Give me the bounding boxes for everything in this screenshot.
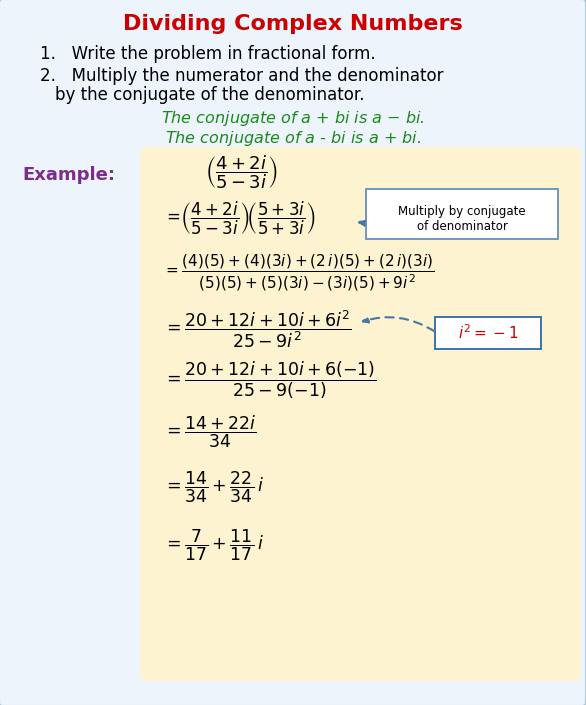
FancyBboxPatch shape bbox=[140, 147, 581, 681]
Text: $=\dfrac{20+12i+10i+6(-1)}{25-9(-1)}$: $=\dfrac{20+12i+10i+6(-1)}{25-9(-1)}$ bbox=[163, 360, 377, 400]
Text: by the conjugate of the denominator.: by the conjugate of the denominator. bbox=[55, 86, 364, 104]
Text: $=\dfrac{(4)(5)+(4)(3i)+(2\,i)(5)+(2\,i)(3i)}{(5)(5)+(5)(3i)-(3i)(5)+9i^{2}}$: $=\dfrac{(4)(5)+(4)(3i)+(2\,i)(5)+(2\,i)… bbox=[163, 253, 435, 293]
Text: Dividing Complex Numbers: Dividing Complex Numbers bbox=[123, 14, 463, 34]
FancyBboxPatch shape bbox=[435, 317, 541, 349]
Text: $i^{2}=-1$: $i^{2}=-1$ bbox=[458, 324, 518, 343]
Text: Multiply by conjugate: Multiply by conjugate bbox=[398, 205, 526, 219]
Text: The conjugate of $a$ - $bi$ is $a$ + $bi$.: The conjugate of $a$ - $bi$ is $a$ + $bi… bbox=[165, 130, 421, 149]
FancyBboxPatch shape bbox=[366, 189, 558, 239]
Text: $=\!\left(\dfrac{4+2i}{5-3i}\right)\!\left(\dfrac{5+3i}{5+3i}\right)$: $=\!\left(\dfrac{4+2i}{5-3i}\right)\!\le… bbox=[163, 200, 316, 237]
Text: Example:: Example: bbox=[22, 166, 115, 184]
Text: $=\dfrac{7}{17}+\dfrac{11}{17}\,i$: $=\dfrac{7}{17}+\dfrac{11}{17}\,i$ bbox=[163, 527, 264, 563]
Text: 1.   Write the problem in fractional form.: 1. Write the problem in fractional form. bbox=[40, 45, 376, 63]
Text: $=\dfrac{14}{34}+\dfrac{22}{34}\,i$: $=\dfrac{14}{34}+\dfrac{22}{34}\,i$ bbox=[163, 470, 264, 505]
Text: $\left(\dfrac{4+2i}{5-3i}\right)$: $\left(\dfrac{4+2i}{5-3i}\right)$ bbox=[205, 153, 278, 191]
Text: $=\dfrac{20+12i+10i+6i^{2}}{25-9i^{2}}$: $=\dfrac{20+12i+10i+6i^{2}}{25-9i^{2}}$ bbox=[163, 308, 352, 350]
Text: 2.   Multiply the numerator and the denominator: 2. Multiply the numerator and the denomi… bbox=[40, 67, 444, 85]
Text: $=\dfrac{14+22i}{34}$: $=\dfrac{14+22i}{34}$ bbox=[163, 414, 257, 450]
Text: of denominator: of denominator bbox=[417, 221, 507, 233]
Text: The conjugate of $a$ + $bi$ is $a$ $-$ $bi$.: The conjugate of $a$ + $bi$ is $a$ $-$ $… bbox=[161, 109, 425, 128]
